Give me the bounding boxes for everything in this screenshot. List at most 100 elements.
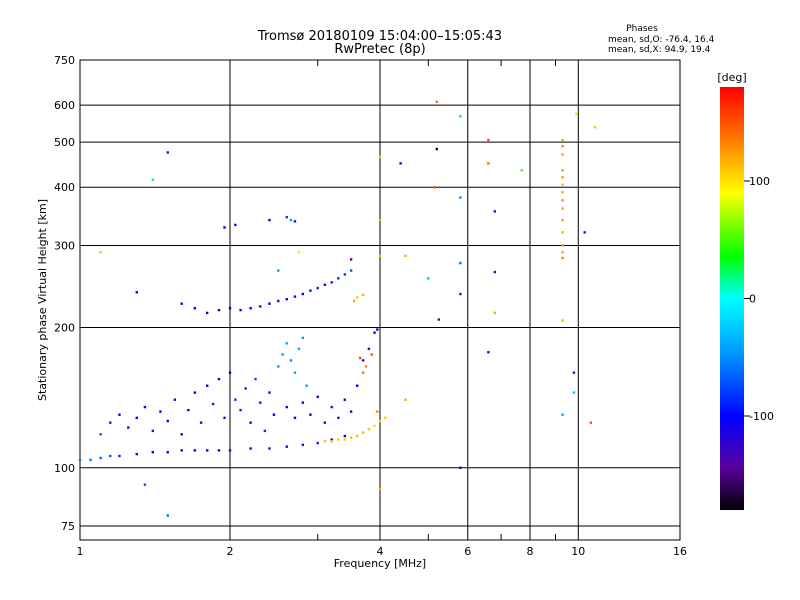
data-point <box>323 440 327 443</box>
grid-lines <box>80 60 680 540</box>
data-point <box>239 308 242 312</box>
data-point <box>561 199 564 202</box>
colorbar-gradient <box>720 87 744 510</box>
data-point <box>459 261 462 265</box>
data-point <box>337 416 340 420</box>
data-point <box>373 424 376 428</box>
data-point <box>459 292 462 296</box>
data-point <box>323 283 327 286</box>
data-point <box>293 416 297 420</box>
data-point <box>343 438 347 441</box>
plot-area: 1 2 4 6 8 10 16 75 100 200 300 400 500 600 750 <box>54 54 687 558</box>
data-point <box>205 384 209 387</box>
y-tick-label: 500 <box>54 136 75 149</box>
colorbar-tick-label: 100 <box>749 175 770 188</box>
data-point <box>223 226 226 229</box>
data-point <box>217 449 221 452</box>
y-tick-label: 300 <box>54 239 75 252</box>
data-point <box>151 429 155 433</box>
data-point <box>352 299 356 303</box>
data-point <box>99 251 102 254</box>
data-point <box>437 318 441 321</box>
data-point <box>384 416 387 420</box>
data-point <box>263 429 267 433</box>
data-point <box>166 514 169 517</box>
colorbar-unit-label: [deg] <box>717 71 746 84</box>
data-point <box>99 433 102 436</box>
x-tick-label: 6 <box>464 545 471 558</box>
stats-o-mode: mean, sd,O: -76.4, 16.4 <box>608 35 715 45</box>
data-point <box>487 351 490 354</box>
data-point <box>493 270 497 274</box>
data-point <box>254 377 257 381</box>
data-point <box>301 443 305 447</box>
data-point <box>376 328 379 331</box>
data-point <box>268 218 271 222</box>
data-point <box>343 273 347 276</box>
data-point <box>99 456 102 460</box>
data-point <box>349 436 353 439</box>
colorbar: [deg] 100 0 -100 <box>717 71 774 510</box>
data-point <box>268 302 271 305</box>
data-point <box>493 311 497 315</box>
data-point <box>330 405 333 409</box>
data-point <box>373 331 376 334</box>
data-point <box>259 401 262 404</box>
x-tick-label: 8 <box>527 545 534 558</box>
data-point <box>249 447 252 450</box>
x-axis-label: Frequency [MHz] <box>334 557 426 570</box>
data-point <box>289 359 293 362</box>
data-point <box>337 277 340 280</box>
data-point <box>249 421 252 424</box>
data-point <box>487 162 490 165</box>
data-point <box>135 416 138 420</box>
data-point <box>127 426 130 429</box>
data-point <box>376 410 379 413</box>
data-point <box>370 353 373 356</box>
data-point <box>561 138 564 142</box>
data-point <box>268 447 271 450</box>
data-point <box>301 292 305 296</box>
data-point <box>277 299 280 303</box>
y-axis-label: Stationary phase Virtual Height [km] <box>36 199 49 401</box>
data-point <box>166 419 169 423</box>
data-point <box>259 305 262 308</box>
data-point <box>180 302 183 305</box>
data-point <box>378 218 382 222</box>
data-point <box>217 377 221 381</box>
data-point <box>343 398 347 401</box>
data-point <box>349 269 353 272</box>
data-point <box>520 169 523 172</box>
data-point <box>199 421 203 424</box>
x-tick-label: 10 <box>571 545 585 558</box>
data-point <box>234 223 237 227</box>
data-point <box>211 402 215 406</box>
data-point <box>574 112 578 115</box>
data-point <box>281 353 284 356</box>
data-point <box>78 458 82 462</box>
data-point <box>561 183 564 186</box>
data-point <box>561 207 564 210</box>
data-point <box>561 191 564 194</box>
data-point <box>309 413 312 416</box>
colorbar-tick-label: -100 <box>749 410 774 423</box>
data-point <box>561 169 564 172</box>
data-point <box>330 281 333 284</box>
data-point <box>349 258 353 261</box>
data-point <box>228 307 232 310</box>
data-point <box>361 431 365 434</box>
data-point <box>228 371 232 374</box>
data-point <box>561 144 564 148</box>
data-point <box>223 416 226 420</box>
data-point <box>561 244 564 247</box>
data-point <box>309 289 312 292</box>
data-point <box>561 176 564 179</box>
y-tick-label: 100 <box>54 462 75 475</box>
stats-x-mode: mean, sd,X: 94.9, 19.4 <box>608 45 711 55</box>
data-point <box>399 162 402 165</box>
data-point <box>330 438 333 441</box>
data-point <box>151 451 155 454</box>
data-point <box>343 434 347 438</box>
data-point <box>293 371 297 374</box>
x-axis-ticks: 1 2 4 6 8 10 16 <box>77 60 687 558</box>
